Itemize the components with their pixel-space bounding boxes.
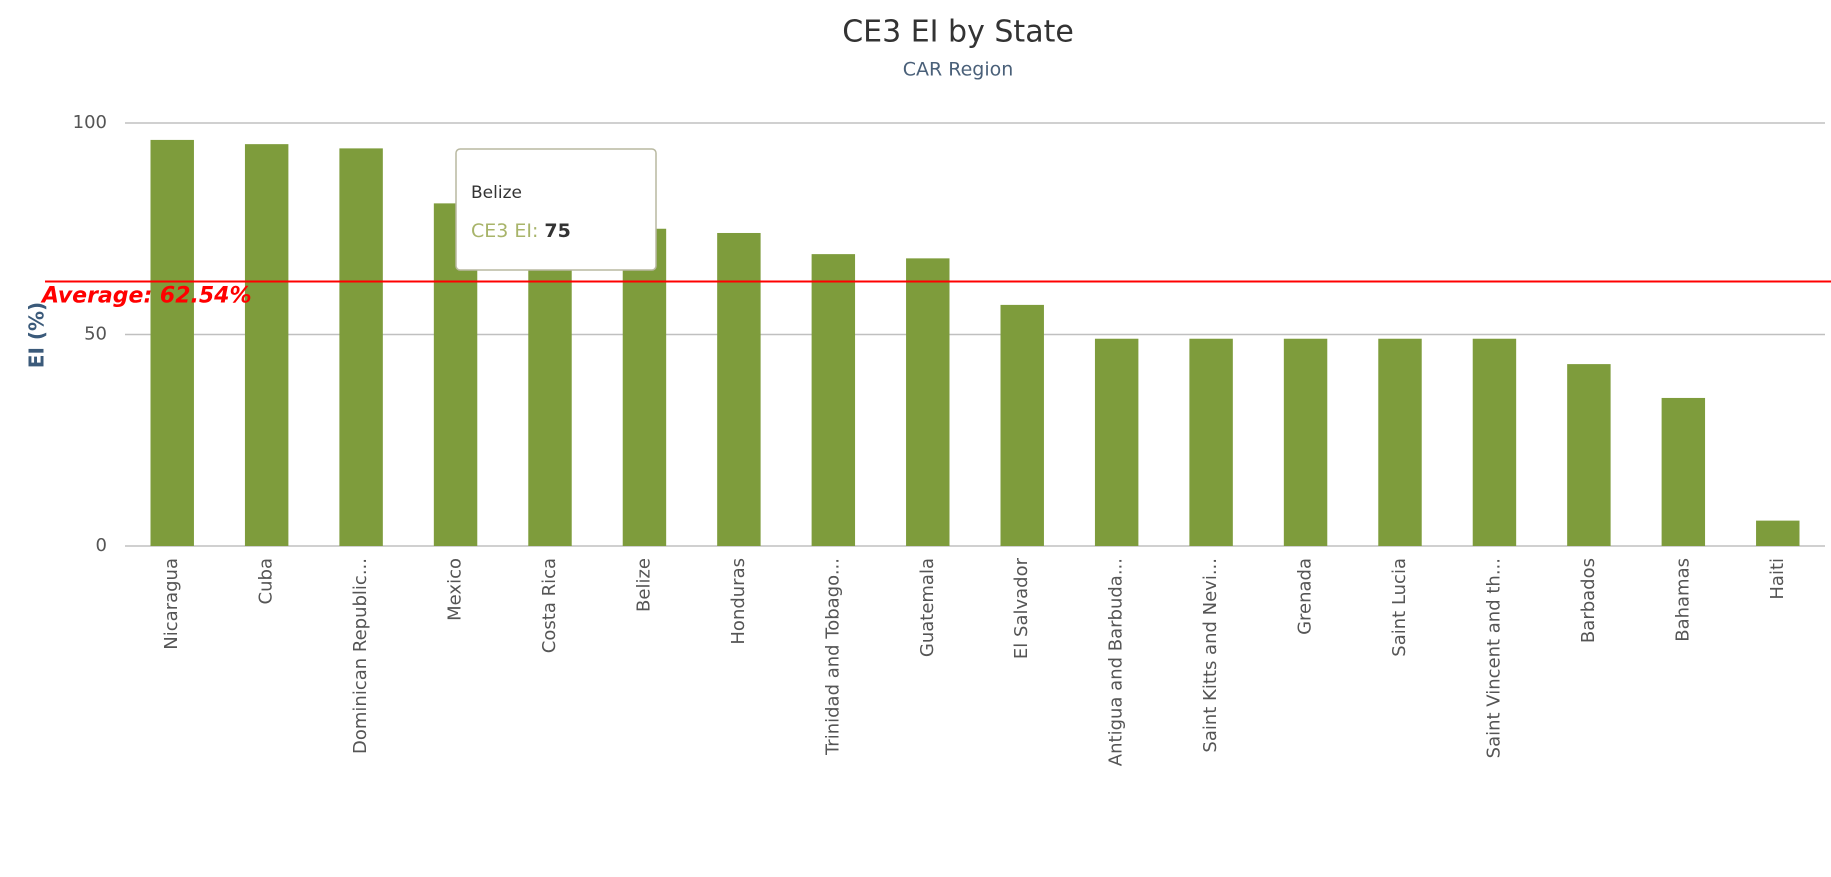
- x-tick-label: Antigua and Barbuda...: [1106, 558, 1127, 766]
- x-tick-label: Cuba: [256, 558, 277, 604]
- x-tick-label: Nicaragua: [161, 558, 182, 650]
- y-tick-label: 0: [96, 535, 107, 556]
- x-tick-label: Haiti: [1767, 558, 1788, 600]
- average-label: Average: 62.54%: [40, 283, 252, 308]
- x-tick-label: Honduras: [728, 558, 749, 645]
- tooltip-label: CE3 EI:: [471, 220, 538, 242]
- bar: [1756, 520, 1800, 546]
- x-tick-label: Mexico: [445, 558, 466, 621]
- bar: [906, 258, 950, 546]
- bar: [1000, 304, 1044, 546]
- x-tick-label: Dominican Republic...: [350, 558, 371, 754]
- x-tick-label: Saint Vincent and th...: [1483, 558, 1504, 758]
- x-tick-label: Bahamas: [1672, 558, 1693, 642]
- bar: [528, 216, 572, 546]
- tooltip-value: 75: [544, 220, 570, 242]
- bar: [1189, 338, 1233, 546]
- bar: [150, 139, 194, 547]
- bar: [1472, 338, 1517, 546]
- x-tick-label: Saint Kitts and Nevi...: [1200, 558, 1221, 753]
- tooltip-title: Belize: [471, 183, 522, 203]
- y-tick-label: 50: [84, 324, 107, 345]
- x-tick-label: Barbados: [1578, 558, 1599, 643]
- chart-subtitle: CAR Region: [903, 59, 1014, 81]
- bar: [244, 144, 289, 546]
- bar: [1283, 338, 1328, 546]
- x-tick-label: Costa Rica: [539, 558, 560, 653]
- bar: [339, 148, 383, 546]
- tooltip: Belize CE3 EI: 75: [455, 148, 657, 271]
- tooltip-line: CE3 EI: 75: [471, 220, 571, 242]
- x-tick-label: Trinidad and Tobago...: [822, 558, 843, 756]
- x-tick-label: Belize: [633, 558, 654, 612]
- bar: [1661, 397, 1706, 546]
- x-tick-label: Grenada: [1295, 558, 1316, 635]
- bar: [811, 254, 856, 546]
- bar: [1567, 364, 1611, 546]
- bar: [717, 232, 761, 547]
- y-tick-label: 100: [73, 112, 107, 133]
- bar: [1094, 338, 1139, 546]
- x-tick-label: El Salvador: [1011, 557, 1032, 659]
- y-axis-label: EI (%): [25, 302, 49, 368]
- bar: [622, 228, 667, 546]
- x-tick-label: Saint Lucia: [1389, 558, 1410, 657]
- tooltip-box: [455, 148, 657, 271]
- chart-title: CE3 EI by State: [842, 15, 1074, 50]
- x-tick-label: Guatemala: [917, 558, 938, 657]
- bar: [1378, 338, 1422, 546]
